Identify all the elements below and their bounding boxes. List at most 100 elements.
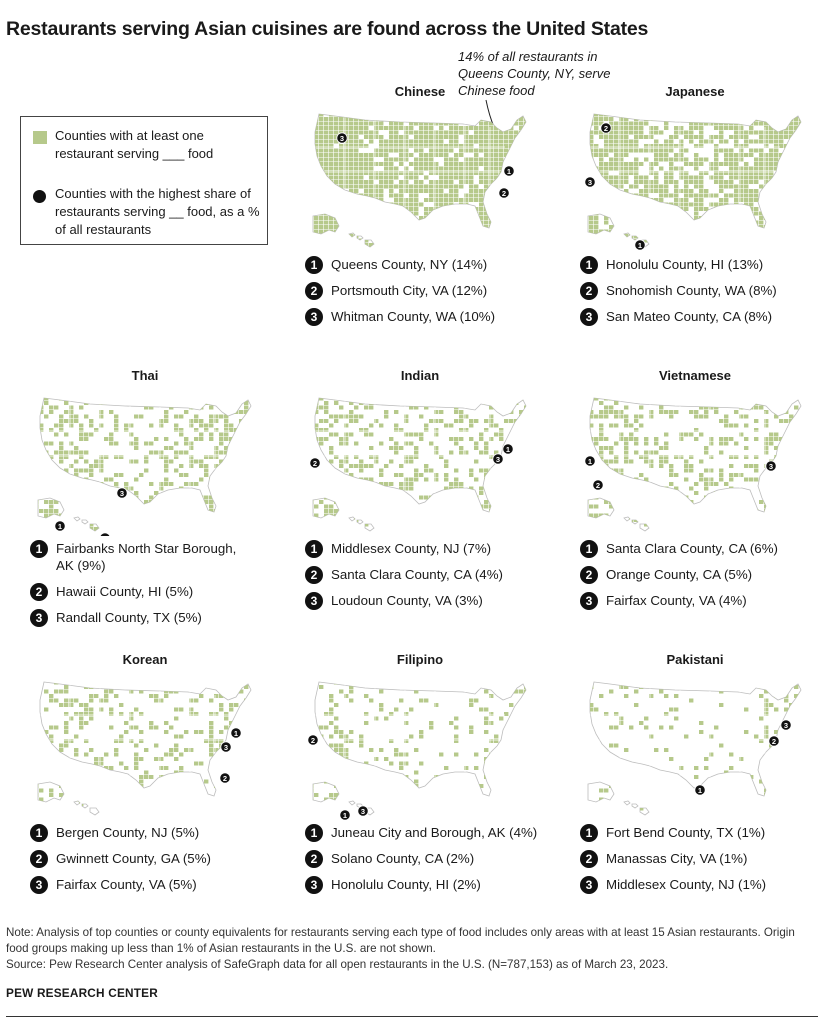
top-county-marker: 1: [503, 165, 515, 177]
rank-list: 1 Juneau City and Borough, AK (4%) 2 Solan…: [305, 824, 555, 902]
rank-item: 2 Santa Clara County, CA (4%): [305, 566, 555, 584]
svg-text:1: 1: [506, 445, 510, 454]
rank-list: 1 Bergen County, NJ (5%) 2 Gwinnett County…: [30, 824, 280, 902]
rank-item: 3 Randall County, TX (5%): [30, 609, 280, 627]
us-map: 1 2 3: [307, 681, 527, 820]
panel-title: Pakistani: [666, 652, 724, 667]
hawaii-outline: [73, 800, 100, 816]
panel-vietnamese: Vietnamese 1 2 3 1 Santa Clara County, CA (…: [580, 368, 825, 658]
rank-label: San Mateo County, CA (8%): [606, 309, 773, 324]
footnote: Note: Analysis of top counties or county…: [6, 926, 795, 955]
svg-text:2: 2: [502, 189, 506, 198]
rank-number: 2: [580, 566, 598, 584]
us-map: 1 2 3: [312, 113, 527, 248]
top-county-marker: 2: [309, 457, 321, 469]
rank-label: Juneau City and Borough, AK (4%): [331, 825, 538, 840]
rank-number: 2: [305, 282, 323, 300]
top-county-marker: 2: [498, 187, 510, 199]
rank-label: Honolulu County, HI (13%): [606, 257, 764, 272]
rank-label: Hawaii County, HI (5%): [56, 584, 194, 599]
state-borders: [40, 682, 230, 780]
rank-label: Fairfax County, VA (4%): [606, 593, 747, 608]
panel-chinese: Chinese 1 2 3 1 Queens County, NY (14%) 2 Po…: [305, 84, 555, 374]
state-borders: [590, 398, 780, 496]
top-county-marker: 2: [219, 772, 231, 784]
rank-number: 2: [580, 282, 598, 300]
rank-list: 1 Santa Clara County, CA (6%) 2 Orange Cou…: [580, 540, 825, 618]
top-county-marker: 2: [768, 735, 780, 747]
map-legend: Counties with at least one restaurant se…: [20, 116, 268, 245]
hawaii-outline: [623, 800, 650, 816]
top-county-marker: 2: [99, 532, 111, 536]
rank-label: Fairfax County, VA (5%): [56, 877, 197, 892]
top-county-marker: 1: [694, 784, 706, 796]
svg-text:3: 3: [361, 807, 365, 816]
svg-text:2: 2: [604, 124, 608, 133]
rank-number: 3: [305, 876, 323, 894]
rank-label: Gwinnett County, GA (5%): [56, 851, 211, 866]
rank-number: 2: [30, 850, 48, 868]
rank-item: 1 Santa Clara County, CA (6%): [580, 540, 825, 558]
rank-label: Bergen County, NJ (5%): [56, 825, 200, 840]
panel-title: Japanese: [665, 84, 725, 99]
top-county-marker: 3: [780, 719, 792, 731]
rank-item: 2 Solano County, CA (2%): [305, 850, 555, 868]
rank-number: 3: [305, 592, 323, 610]
panel-japanese: Japanese 1 2 3 1 Honolulu County, HI (13%) …: [580, 84, 825, 374]
rank-item: 3 Fairfax County, VA (5%): [30, 876, 280, 894]
rank-number: 2: [580, 850, 598, 868]
us-map: 1 2 3: [37, 681, 252, 816]
rank-list: 1 Middlesex County, NJ (7%) 2 Santa Clara …: [305, 540, 555, 618]
state-borders: [40, 398, 230, 496]
rank-label: Randall County, TX (5%): [56, 610, 202, 625]
rank-number: 2: [305, 850, 323, 868]
top-county-marker: 1: [634, 239, 646, 251]
rank-label: Portsmouth City, VA (12%): [331, 283, 488, 298]
rank-number: 1: [30, 824, 48, 842]
rank-label: Manassas City, VA (1%): [606, 851, 748, 866]
page-title: Restaurants serving Asian cuisines are f…: [6, 18, 649, 40]
svg-text:1: 1: [588, 457, 592, 466]
rank-item: 1 Juneau City and Borough, AK (4%): [305, 824, 555, 842]
state-borders: [590, 682, 780, 780]
svg-text:1: 1: [343, 811, 347, 820]
rank-item: 2 Manassas City, VA (1%): [580, 850, 825, 868]
callout-annotation: 14% of all restaurants in Queens County,…: [458, 49, 611, 98]
rank-item: 1 Fairbanks North Star Borough, AK (9%): [30, 540, 280, 574]
rank-item: 3 Fairfax County, VA (4%): [580, 592, 825, 610]
panel-title: Thai: [131, 368, 159, 383]
rank-label: Fairbanks North Star Borough, AK (9%): [56, 541, 237, 573]
top-county-marker: 3: [336, 132, 348, 144]
svg-text:2: 2: [311, 736, 315, 745]
svg-text:2: 2: [313, 459, 317, 468]
svg-text:3: 3: [340, 134, 344, 143]
rank-item: 3 Honolulu County, HI (2%): [305, 876, 555, 894]
panel-title: Indian: [400, 368, 440, 383]
top-county-marker: 3: [220, 741, 232, 753]
svg-text:3: 3: [588, 178, 592, 187]
svg-text:2: 2: [103, 534, 107, 536]
rank-number: 1: [30, 540, 48, 558]
state-borders: [315, 682, 505, 780]
rank-item: 1 Middlesex County, NJ (7%): [305, 540, 555, 558]
rank-number: 3: [580, 308, 598, 326]
rank-list: 1 Fairbanks North Star Borough, AK (9%) 2…: [30, 540, 280, 635]
top-county-marker: 2: [307, 734, 319, 746]
rank-item: 1 Fort Bend County, TX (1%): [580, 824, 825, 842]
hawaii-outline: [348, 516, 375, 532]
rank-item: 2 Orange County, CA (5%): [580, 566, 825, 584]
panel-title: Chinese: [394, 84, 446, 99]
rank-list: 1 Fort Bend County, TX (1%) 2 Manassas Cit…: [580, 824, 825, 902]
svg-text:2: 2: [223, 774, 227, 783]
rank-label: Snohomish County, WA (8%): [606, 283, 777, 298]
rank-number: 1: [305, 824, 323, 842]
rank-number: 3: [580, 592, 598, 610]
rank-item: 1 Honolulu County, HI (13%): [580, 256, 825, 274]
rank-label: Loudoun County, VA (3%): [331, 593, 483, 608]
rank-number: 1: [305, 256, 323, 274]
us-map: 1 2 3: [37, 397, 252, 536]
svg-text:2: 2: [596, 481, 600, 490]
us-map: 1 2 3: [584, 113, 802, 251]
legend-fill-swatch: [33, 131, 47, 144]
